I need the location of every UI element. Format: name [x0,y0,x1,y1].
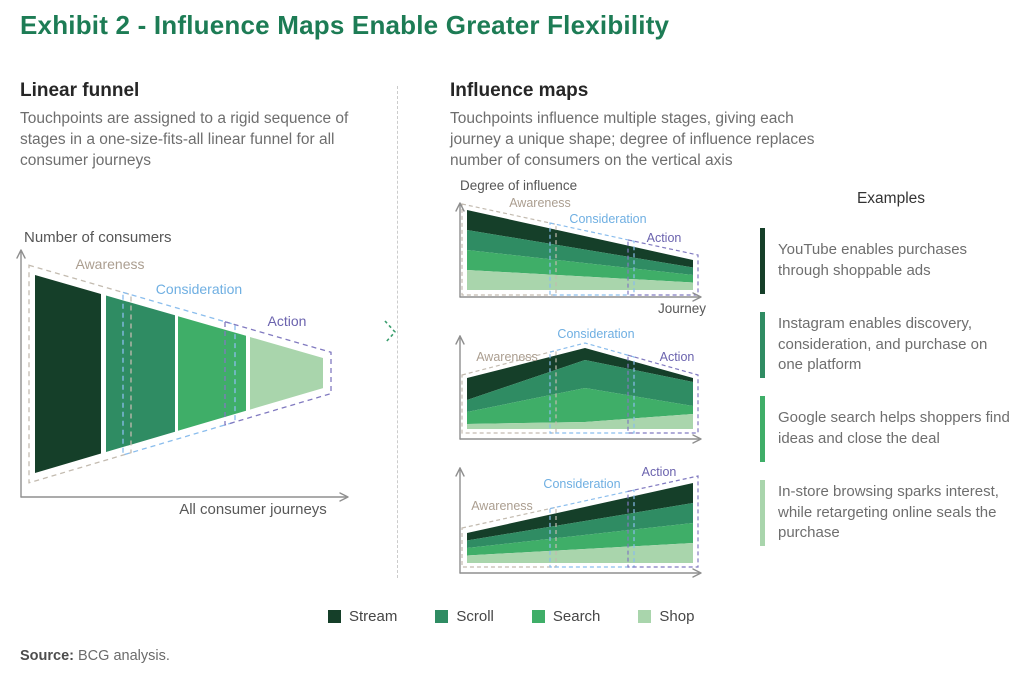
stage-overlay-consideration [549,342,635,434]
funnel-y-axis-label: Number of consumers [24,229,172,246]
y-axis-arrow-icon [455,467,465,477]
legend-label: Shop [659,608,695,625]
stage-label-awareness: Awareness [471,499,533,513]
source-label: Source: [20,648,74,664]
legend-swatch-scroll [435,610,449,623]
funnel-segment-search [178,316,246,431]
chart-axes [455,467,702,578]
example-bar-stream [760,228,765,294]
example-bar-search [760,396,765,462]
area-stream [467,483,693,541]
legend-item-search: Search [531,608,601,625]
y-axis-arrow-icon [455,202,465,212]
area-shop [467,543,693,563]
example-item-youtube: YouTube enables purchases through shoppa… [760,228,1022,294]
example-text: Google search helps shoppers find ideas … [778,409,1010,447]
legend-label: Scroll [456,608,494,625]
example-item-instore: In-store browsing sparks interest, while… [760,480,1022,546]
stage-overlay-action [627,354,699,434]
stage-label-consideration: Consideration [543,477,620,491]
example-text: YouTube enables purchases through shoppa… [778,241,968,279]
legend-item-scroll: Scroll [435,608,494,625]
stage-label-awareness: Awareness [75,256,144,272]
example-text: In-store browsing sparks interest, while… [778,482,999,542]
source-text: BCG analysis. [78,648,170,664]
exhibit-title: Exhibit 2 - Influence Maps Enable Greate… [20,10,670,40]
influence-maps-description: Touchpoints influence multiple stages, g… [450,110,815,170]
area-shop [467,270,693,290]
influence-maps-heading: Influence maps [450,80,589,101]
example-text: Instagram enables discovery, considerati… [778,314,988,374]
y-axis-arrow-icon [455,335,465,345]
stage-overlay-consideration [549,222,635,296]
legend-item-shop: Shop [638,608,694,625]
example-bar-scroll [760,312,765,378]
example-item-google: Google search helps shoppers find ideas … [760,396,1022,462]
chevron-right-icon [384,320,397,344]
area-scroll [467,503,693,548]
stage-overlay-awareness [461,349,557,434]
stage-label-awareness: Awareness [476,350,538,364]
influence-x-axis-label: Journey [658,301,706,316]
examples-panel: Examples YouTube enables purchases throu… [760,190,1022,564]
section-divider [397,86,398,578]
area-stream [467,210,693,268]
stage-label-consideration: Consideration [557,327,634,341]
area-scroll [467,360,693,412]
legend-swatch-shop [638,610,652,623]
stage-label-action: Action [642,465,677,479]
example-item-instagram: Instagram enables discovery, considerati… [760,312,1022,378]
area-shop [467,414,693,429]
area-scroll [467,230,693,275]
x-axis-arrow-icon [692,292,702,302]
influence-map-declining: Awareness Consideration Action Journey [455,196,706,316]
area-search [467,388,693,424]
linear-funnel-heading: Linear funnel [20,80,140,101]
funnel-segment-stream [35,275,101,473]
legend-swatch-stream [328,610,341,623]
area-search [467,250,693,283]
area-stream [467,348,693,400]
stage-overlay-action [627,475,699,568]
legend-swatch-search [531,610,545,623]
stage-label-consideration: Consideration [569,212,646,226]
example-bar-shop [760,480,765,546]
stage-overlay-action [627,239,699,296]
stage-label-action: Action [268,313,307,329]
stage-overlay-awareness [28,264,132,484]
chart-axes [455,335,702,444]
source-note: Source: BCG analysis. [20,648,170,664]
stage-label-action: Action [647,231,682,245]
legend-label: Stream [349,608,398,625]
funnel-segment-shop [250,337,323,410]
linear-funnel-description: Touchpoints are assigned to a rigid sequ… [20,110,349,170]
y-axis-arrow-icon [16,249,26,259]
influence-map-peaked: Awareness Consideration Action [455,327,702,444]
x-axis-arrow-icon [692,434,702,444]
linear-funnel-chart: Awareness Consideration Action All consu… [16,249,349,518]
funnel-axes [16,249,349,502]
examples-heading: Examples [856,190,926,207]
stage-label-consideration: Consideration [156,281,242,297]
x-axis-arrow-icon [692,568,702,578]
chart-axes [455,202,702,302]
stage-overlay-awareness [461,203,557,296]
legend: Stream Scroll Search Shop [328,608,694,625]
influence-y-axis-label: Degree of influence [460,178,578,193]
stage-label-action: Action [660,350,695,364]
legend-item-stream: Stream [328,608,397,625]
legend-label: Search [552,608,601,625]
transition-chevron-icon [384,320,397,344]
stage-label-awareness: Awareness [509,196,571,210]
funnel-x-axis-label: All consumer journeys [179,501,327,518]
x-axis-arrow-icon [339,492,349,502]
funnel-segment-scroll [106,295,175,452]
influence-map-ascending: Awareness Consideration Action [455,465,702,578]
stage-overlay-action [224,320,332,426]
area-search [467,523,693,556]
